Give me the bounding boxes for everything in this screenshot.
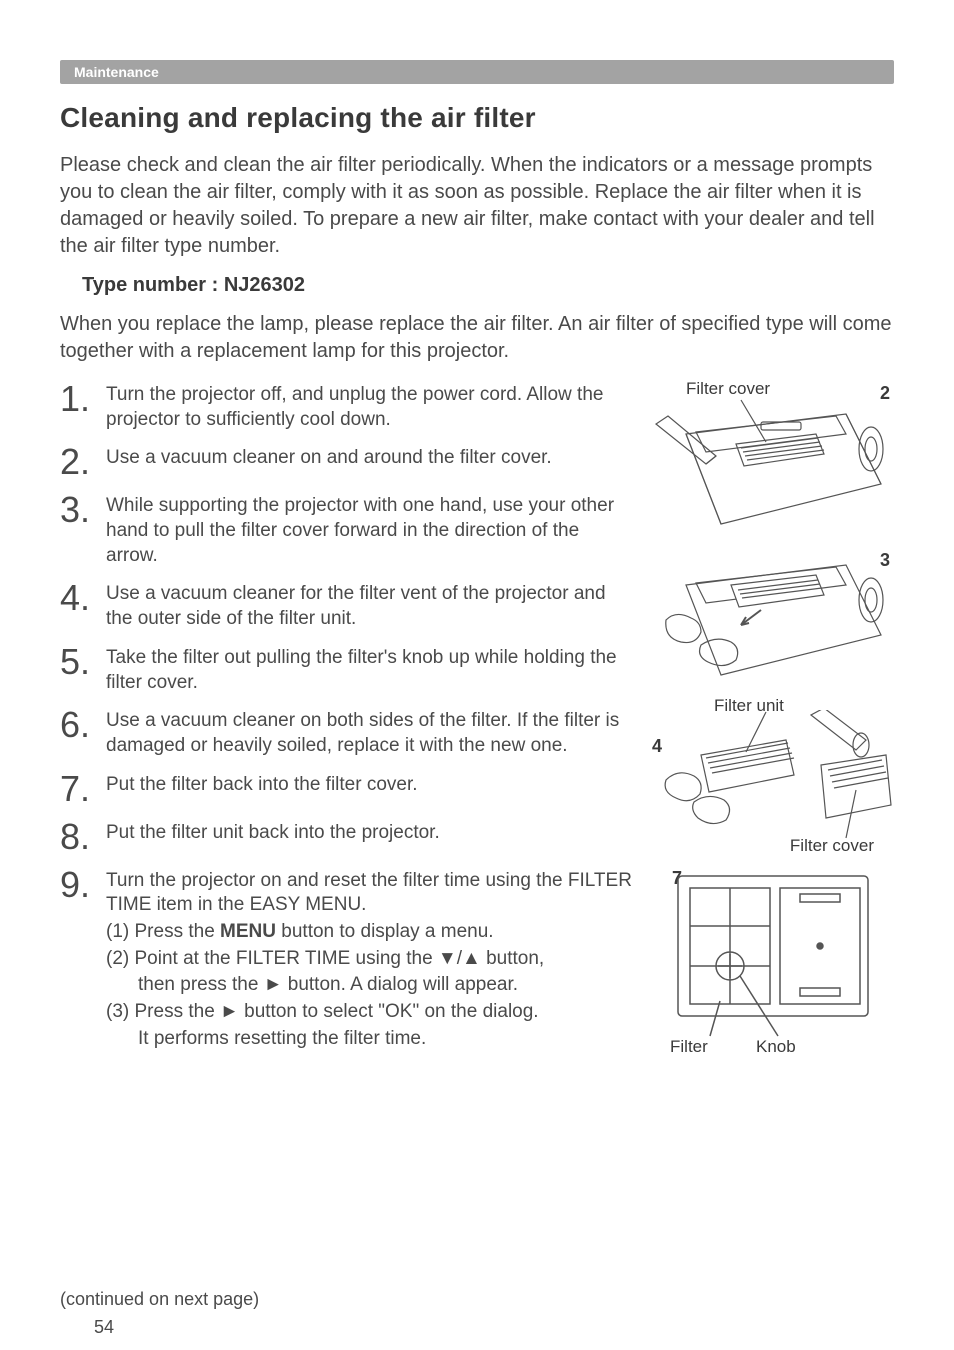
- step-body: Turn the projector on and reset the filt…: [106, 865, 634, 1052]
- step-number: 9.: [60, 865, 106, 903]
- step-9-sub2-line1: (2) Point at the FILTER TIME using the ▼…: [106, 947, 634, 972]
- section-header-bar: Maintenance: [60, 60, 894, 84]
- step-body: Put the filter unit back into the projec…: [106, 817, 440, 846]
- intro-paragraph: Please check and clean the air filter pe…: [60, 152, 894, 260]
- step-9: 9. Turn the projector on and reset the f…: [60, 865, 634, 1052]
- step-9-sub3-line2: It performs resetting the filter time.: [106, 1027, 634, 1052]
- page-title: Cleaning and replacing the air filter: [60, 102, 894, 134]
- step-number: 2.: [60, 442, 106, 480]
- step-8: 8. Put the filter unit back into the pro…: [60, 817, 634, 855]
- step-7: 7. Put the filter back into the filter c…: [60, 769, 634, 807]
- step-body: Put the filter back into the filter cove…: [106, 769, 418, 798]
- projector-vacuum-icon: [646, 394, 894, 544]
- step-6: 6. Use a vacuum cleaner on both sides of…: [60, 705, 634, 758]
- diagram-7: 7 Filter Knob: [646, 862, 894, 1057]
- diagram-2: Filter cover 2: [646, 379, 894, 544]
- step-body: Take the filter out pulling the filter's…: [106, 642, 634, 695]
- step-3: 3. While supporting the projector with o…: [60, 490, 634, 568]
- step-number: 4.: [60, 578, 106, 616]
- step-5: 5. Take the filter out pulling the filte…: [60, 642, 634, 695]
- step-number: 1.: [60, 379, 106, 417]
- filter-knob-icon: [660, 866, 880, 1041]
- diagram-number-3: 3: [880, 550, 890, 571]
- step-9-sub2-line2: then press the ► button. A dialog will a…: [106, 973, 634, 998]
- step-9-sub1: (1) Press the MENU button to display a m…: [106, 920, 634, 945]
- step-body: While supporting the projector with one …: [106, 490, 634, 568]
- continued-note: (continued on next page): [60, 1289, 259, 1310]
- replacement-note: When you replace the lamp, please replac…: [60, 311, 894, 365]
- step-9-sub3-line1: (3) Press the ► button to select "OK" on…: [106, 1000, 634, 1025]
- step-9-main: Turn the projector on and reset the filt…: [106, 869, 634, 918]
- type-number: Type number : NJ26302: [82, 274, 894, 297]
- step-body: Turn the projector off, and unplug the p…: [106, 379, 634, 432]
- step-number: 5.: [60, 642, 106, 680]
- page-number: 54: [94, 1317, 114, 1338]
- diagram-3: 3: [646, 550, 894, 690]
- filter-unit-vacuum-icon: [646, 710, 894, 855]
- step-body: Use a vacuum cleaner on both sides of th…: [106, 705, 634, 758]
- step-number: 6.: [60, 705, 106, 743]
- step-body: Use a vacuum cleaner for the filter vent…: [106, 578, 634, 631]
- steps-column: 1. Turn the projector off, and unplug th…: [60, 379, 634, 1063]
- step-body: Use a vacuum cleaner on and around the f…: [106, 442, 552, 471]
- step-4: 4. Use a vacuum cleaner for the filter v…: [60, 578, 634, 631]
- diagram-4: Filter unit 4 Filter cover: [646, 696, 894, 856]
- step-number: 7.: [60, 769, 106, 807]
- diagram-column: Filter cover 2: [646, 379, 894, 1063]
- step-number: 3.: [60, 490, 106, 528]
- step-number: 8.: [60, 817, 106, 855]
- step-1: 1. Turn the projector off, and unplug th…: [60, 379, 634, 432]
- section-header-text: Maintenance: [74, 64, 159, 80]
- menu-bold: MENU: [220, 921, 276, 942]
- step-2: 2. Use a vacuum cleaner on and around th…: [60, 442, 634, 480]
- projector-pull-cover-icon: [646, 550, 894, 690]
